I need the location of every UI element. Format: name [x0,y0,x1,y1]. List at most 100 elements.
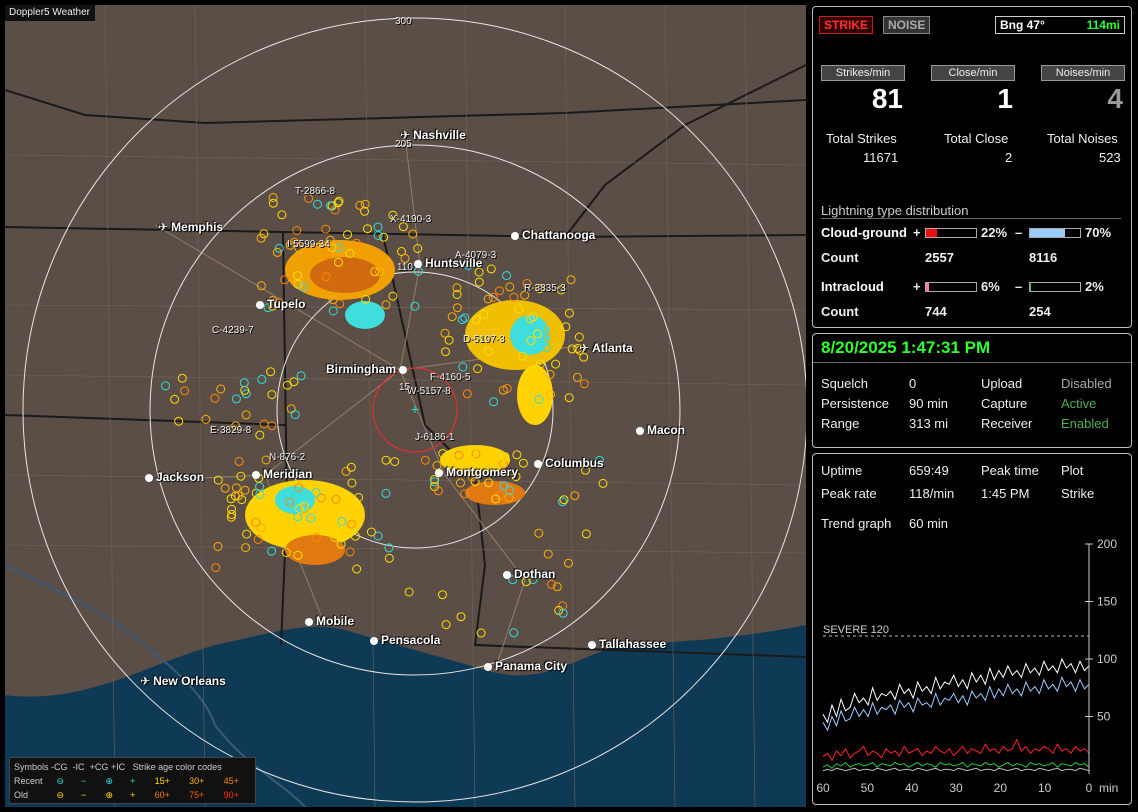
city-huntsville[interactable]: Huntsville [414,256,482,270]
storm-cell-label[interactable]: A-4079-3 [455,250,497,261]
strike-marker [520,290,530,300]
strike-marker [231,394,241,404]
city-montgomery[interactable]: Montgomery [435,465,518,479]
city-jackson[interactable]: Jackson [145,470,204,484]
strike-marker [231,421,241,431]
city-chattanooga[interactable]: Chattanooga [511,228,595,242]
city-birmingham[interactable]: Birmingham [326,362,410,376]
strike-marker [300,504,309,514]
city-panama-city[interactable]: Panama City [484,659,567,673]
strike-marker [499,481,509,491]
trend-graph-label: Trend graph [821,516,892,531]
noise-toggle-button[interactable]: NOISE [883,16,931,34]
strike-marker [554,605,564,615]
strike-marker [373,231,383,240]
airport-icon: ✈ [158,220,169,234]
storm-cell-label[interactable]: D-5197-3 [463,334,505,345]
y-tick-label: 50 [1097,710,1111,724]
strike-marker [272,247,282,257]
city-nashville[interactable]: ✈ Nashville [400,128,466,142]
storm-cell-label[interactable]: C-4239-7 [212,325,254,336]
receiver-value[interactable]: Enabled [1061,416,1109,431]
city-mobile[interactable]: Mobile [305,614,354,628]
strike-marker [452,303,462,313]
strike-marker [345,547,355,557]
squelch-value[interactable]: 0 [909,376,917,391]
strike-marker [595,455,604,465]
symbol-legend: Symbols -CG -IC +CG +IC Strike age color… [9,757,256,804]
storm-cell-label[interactable]: R-3835-3 [524,283,566,294]
range-value[interactable]: 313 mi [909,416,949,431]
storm-cell-label[interactable]: N-876-2 [269,452,306,463]
city-meridian[interactable]: Meridian [252,467,312,481]
strike-marker [570,491,580,501]
total-noises-value: 523 [1099,150,1121,165]
map-canvas[interactable]: + [5,5,806,807]
strike-cluster-east [465,300,565,425]
strike-marker [541,342,551,352]
strike-marker [460,489,470,499]
city-columbus[interactable]: Columbus [534,456,604,470]
trend-grid: SEVERE 120 [823,624,1089,637]
strike-marker [236,471,246,481]
capture-value[interactable]: Active [1061,396,1097,411]
total-close-label: Total Close [944,131,1009,146]
strike-marker [388,210,398,220]
city-tallahassee[interactable]: Tallahassee [588,637,666,651]
strike-marker [363,224,372,234]
strike-marker [366,527,376,537]
strike-marker [241,543,251,553]
storm-cell-label[interactable]: J-6186-1 [415,432,455,443]
storm-cell-label[interactable]: W-5157-8 [407,386,451,397]
strike-marker [544,324,554,334]
storm-cell-label[interactable]: X-4190-3 [390,214,432,225]
strike-marker [354,493,363,502]
strike-marker [239,378,249,388]
strike-marker [408,229,418,239]
total-noises-label: Total Noises [1047,131,1118,146]
city-dot-icon [435,469,443,477]
divider [813,362,1131,363]
city-atlanta[interactable]: ✈ Atlanta [579,341,633,355]
storm-cell-label[interactable]: F-4160-5 [430,372,471,383]
strike-marker [533,329,542,339]
trend-graph-value[interactable]: 60 min [909,516,949,531]
strike-toggle-button[interactable]: STRIKE [819,16,874,34]
strike-cluster-south [245,480,365,565]
strike-marker [268,198,278,208]
noises-per-min-value: 4 [1107,83,1123,114]
strike-marker [483,346,493,356]
strike-scatter [161,193,608,638]
lightning-map[interactable]: + Doppler5 Weather 300 205 15 ✈ Nashville… [5,5,806,807]
storm-cell-label[interactable]: E-3829-8 [210,425,252,436]
strike-marker [321,272,331,282]
city-pensacola[interactable]: Pensacola [370,633,440,647]
bearing-readout: Bng 47° 114mi [995,16,1125,34]
city-dot-icon [534,460,542,468]
strike-marker [373,531,383,541]
strike-marker [333,198,343,208]
strike-marker [321,224,331,234]
strike-marker [509,292,519,302]
city-new-orleans[interactable]: ✈ New Orleans [140,674,226,688]
city-dothan[interactable]: Dothan [503,567,555,581]
plot-value[interactable]: Strike [1061,486,1095,501]
strike-marker [454,450,464,460]
strike-marker [400,253,410,263]
ic-minus-bar [1029,282,1081,292]
storm-cell-label[interactable]: I-5599-34 [287,239,330,250]
strike-marker [551,359,561,369]
city-dot-icon [305,618,313,626]
strike-marker [234,456,244,466]
x-tick-label: 10 [1038,781,1052,795]
cg-minus-icon: ⊖ [56,790,65,800]
persistence-value[interactable]: 90 min [909,396,949,411]
city-memphis[interactable]: ✈ Memphis [158,220,224,234]
city-macon[interactable]: Macon [636,423,685,437]
storm-cell-label[interactable]: T-2866-8 [295,186,336,197]
storm-cell-label[interactable]: 110 [397,262,413,273]
strike-marker [285,497,295,507]
city-tupelo[interactable]: Tupelo [256,297,305,311]
upload-value[interactable]: Disabled [1061,376,1112,391]
legend-header: Symbols -CG -IC +CG +IC Strike age color… [14,762,222,772]
